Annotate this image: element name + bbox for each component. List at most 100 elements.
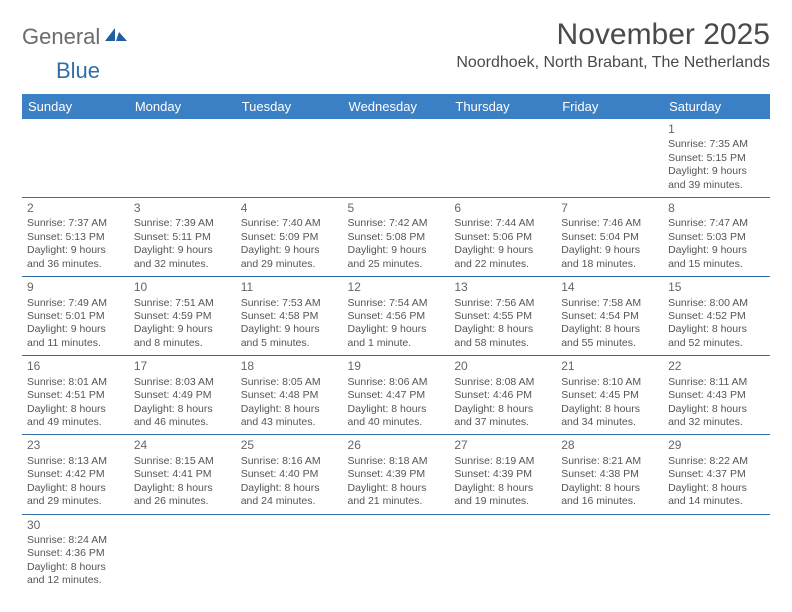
daylight-text: Daylight: 8 hours and 26 minutes. (134, 482, 231, 509)
sunset-text: Sunset: 5:13 PM (27, 231, 124, 244)
calendar-cell: 8Sunrise: 7:47 AMSunset: 5:03 PMDaylight… (663, 198, 770, 277)
day-number: 11 (241, 280, 338, 295)
day-number: 20 (454, 359, 551, 374)
calendar-cell: 12Sunrise: 7:54 AMSunset: 4:56 PMDayligh… (343, 277, 450, 356)
daylight-text: Daylight: 9 hours and 22 minutes. (454, 244, 551, 271)
calendar-cell: 23Sunrise: 8:13 AMSunset: 4:42 PMDayligh… (22, 435, 129, 514)
day-number: 2 (27, 201, 124, 216)
sunrise-text: Sunrise: 8:18 AM (348, 455, 445, 468)
sunset-text: Sunset: 4:58 PM (241, 310, 338, 323)
calendar-cell-empty (236, 119, 343, 198)
sunset-text: Sunset: 5:04 PM (561, 231, 658, 244)
calendar-cell: 24Sunrise: 8:15 AMSunset: 4:41 PMDayligh… (129, 435, 236, 514)
calendar-cell-empty (556, 119, 663, 198)
sunrise-text: Sunrise: 8:03 AM (134, 376, 231, 389)
day-number: 13 (454, 280, 551, 295)
day-number: 22 (668, 359, 765, 374)
sunrise-text: Sunrise: 7:46 AM (561, 217, 658, 230)
calendar-cell: 14Sunrise: 7:58 AMSunset: 4:54 PMDayligh… (556, 277, 663, 356)
day-number: 23 (27, 438, 124, 453)
sunset-text: Sunset: 5:15 PM (668, 152, 765, 165)
sunrise-text: Sunrise: 7:39 AM (134, 217, 231, 230)
calendar-table: SundayMondayTuesdayWednesdayThursdayFrid… (22, 94, 770, 593)
sunrise-text: Sunrise: 8:22 AM (668, 455, 765, 468)
sunset-text: Sunset: 4:47 PM (348, 389, 445, 402)
page-title: November 2025 (456, 18, 770, 52)
daylight-text: Daylight: 8 hours and 34 minutes. (561, 403, 658, 430)
daylight-text: Daylight: 8 hours and 19 minutes. (454, 482, 551, 509)
sunrise-text: Sunrise: 8:21 AM (561, 455, 658, 468)
sunrise-text: Sunrise: 7:47 AM (668, 217, 765, 230)
flag-icon (104, 26, 128, 49)
sunset-text: Sunset: 4:40 PM (241, 468, 338, 481)
day-number: 25 (241, 438, 338, 453)
daylight-text: Daylight: 9 hours and 11 minutes. (27, 323, 124, 350)
daylight-text: Daylight: 9 hours and 36 minutes. (27, 244, 124, 271)
sunset-text: Sunset: 4:45 PM (561, 389, 658, 402)
sunrise-text: Sunrise: 8:01 AM (27, 376, 124, 389)
calendar-row: 1Sunrise: 7:35 AMSunset: 5:15 PMDaylight… (22, 119, 770, 198)
daylight-text: Daylight: 9 hours and 18 minutes. (561, 244, 658, 271)
day-number: 15 (668, 280, 765, 295)
calendar-cell: 5Sunrise: 7:42 AMSunset: 5:08 PMDaylight… (343, 198, 450, 277)
calendar-row: 2Sunrise: 7:37 AMSunset: 5:13 PMDaylight… (22, 198, 770, 277)
calendar-cell-empty (129, 119, 236, 198)
daylight-text: Daylight: 9 hours and 29 minutes. (241, 244, 338, 271)
day-number: 6 (454, 201, 551, 216)
sunset-text: Sunset: 4:51 PM (27, 389, 124, 402)
calendar-cell: 20Sunrise: 8:08 AMSunset: 4:46 PMDayligh… (449, 356, 556, 435)
daylight-text: Daylight: 8 hours and 29 minutes. (27, 482, 124, 509)
daylight-text: Daylight: 9 hours and 8 minutes. (134, 323, 231, 350)
daylight-text: Daylight: 8 hours and 12 minutes. (27, 561, 124, 588)
sunrise-text: Sunrise: 7:58 AM (561, 297, 658, 310)
calendar-cell: 6Sunrise: 7:44 AMSunset: 5:06 PMDaylight… (449, 198, 556, 277)
sunset-text: Sunset: 4:54 PM (561, 310, 658, 323)
calendar-cell: 26Sunrise: 8:18 AMSunset: 4:39 PMDayligh… (343, 435, 450, 514)
title-block: November 2025 Noordhoek, North Brabant, … (456, 18, 770, 72)
day-number: 9 (27, 280, 124, 295)
weekday-header: Monday (129, 94, 236, 119)
sunset-text: Sunset: 4:42 PM (27, 468, 124, 481)
sunrise-text: Sunrise: 8:24 AM (27, 534, 124, 547)
weekday-header: Wednesday (343, 94, 450, 119)
daylight-text: Daylight: 9 hours and 1 minute. (348, 323, 445, 350)
daylight-text: Daylight: 9 hours and 32 minutes. (134, 244, 231, 271)
sunset-text: Sunset: 4:48 PM (241, 389, 338, 402)
daylight-text: Daylight: 8 hours and 55 minutes. (561, 323, 658, 350)
calendar-cell: 27Sunrise: 8:19 AMSunset: 4:39 PMDayligh… (449, 435, 556, 514)
sunrise-text: Sunrise: 8:06 AM (348, 376, 445, 389)
daylight-text: Daylight: 9 hours and 5 minutes. (241, 323, 338, 350)
calendar-cell: 3Sunrise: 7:39 AMSunset: 5:11 PMDaylight… (129, 198, 236, 277)
daylight-text: Daylight: 8 hours and 52 minutes. (668, 323, 765, 350)
calendar-cell: 25Sunrise: 8:16 AMSunset: 4:40 PMDayligh… (236, 435, 343, 514)
calendar-cell-empty (556, 514, 663, 593)
calendar-cell-empty (663, 514, 770, 593)
sunrise-text: Sunrise: 8:08 AM (454, 376, 551, 389)
calendar-body: 1Sunrise: 7:35 AMSunset: 5:15 PMDaylight… (22, 119, 770, 593)
day-number: 10 (134, 280, 231, 295)
calendar-cell: 17Sunrise: 8:03 AMSunset: 4:49 PMDayligh… (129, 356, 236, 435)
sunset-text: Sunset: 4:46 PM (454, 389, 551, 402)
sunrise-text: Sunrise: 7:49 AM (27, 297, 124, 310)
sunset-text: Sunset: 4:59 PM (134, 310, 231, 323)
day-number: 26 (348, 438, 445, 453)
logo-text-blue: Blue (56, 58, 100, 84)
day-number: 27 (454, 438, 551, 453)
sunset-text: Sunset: 4:43 PM (668, 389, 765, 402)
sunrise-text: Sunrise: 8:16 AM (241, 455, 338, 468)
calendar-row: 23Sunrise: 8:13 AMSunset: 4:42 PMDayligh… (22, 435, 770, 514)
location-text: Noordhoek, North Brabant, The Netherland… (456, 54, 770, 72)
daylight-text: Daylight: 8 hours and 46 minutes. (134, 403, 231, 430)
calendar-cell: 11Sunrise: 7:53 AMSunset: 4:58 PMDayligh… (236, 277, 343, 356)
sunrise-text: Sunrise: 7:51 AM (134, 297, 231, 310)
day-number: 18 (241, 359, 338, 374)
weekday-header: Saturday (663, 94, 770, 119)
sunset-text: Sunset: 5:01 PM (27, 310, 124, 323)
calendar-row: 9Sunrise: 7:49 AMSunset: 5:01 PMDaylight… (22, 277, 770, 356)
sunset-text: Sunset: 4:55 PM (454, 310, 551, 323)
calendar-cell: 16Sunrise: 8:01 AMSunset: 4:51 PMDayligh… (22, 356, 129, 435)
daylight-text: Daylight: 8 hours and 16 minutes. (561, 482, 658, 509)
calendar-cell: 18Sunrise: 8:05 AMSunset: 4:48 PMDayligh… (236, 356, 343, 435)
day-number: 21 (561, 359, 658, 374)
weekday-header: Thursday (449, 94, 556, 119)
